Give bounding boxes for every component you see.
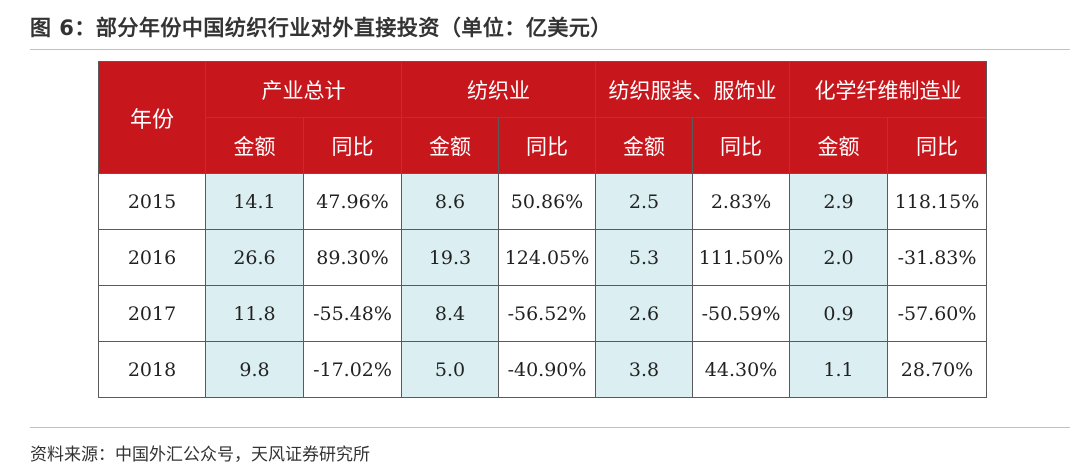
- year-cell: 2016: [98, 229, 206, 286]
- yoy-cell: -17.02%: [303, 341, 402, 398]
- group-header: 化学纤维制造业: [789, 61, 987, 118]
- yoy-cell: -31.83%: [887, 229, 987, 286]
- yoy-cell: 2.83%: [692, 173, 790, 230]
- amount-cell: 14.1: [205, 173, 304, 230]
- amount-cell: 2.9: [789, 173, 888, 230]
- yoy-cell: 44.30%: [692, 341, 790, 398]
- yoy-cell: -55.48%: [303, 285, 402, 342]
- amount-cell: 1.1: [789, 341, 888, 398]
- amount-cell: 2.5: [595, 173, 693, 230]
- sub-header-amount: 金额: [789, 117, 888, 174]
- sub-header-amount: 金额: [595, 117, 693, 174]
- yoy-cell: 28.70%: [887, 341, 987, 398]
- amount-cell: 5.3: [595, 229, 693, 286]
- group-header: 纺织服装、服饰业: [595, 61, 790, 118]
- year-cell: 2017: [98, 285, 206, 342]
- yoy-cell: -57.60%: [887, 285, 987, 342]
- amount-cell: 9.8: [205, 341, 304, 398]
- table-row: 2016 26.6 89.30% 19.3 124.05% 5.3 111.50…: [98, 229, 987, 286]
- table-row: 2015 14.1 47.96% 8.6 50.86% 2.5 2.83% 2.…: [98, 173, 987, 230]
- sub-header-yoy: 同比: [303, 117, 402, 174]
- yoy-cell: 89.30%: [303, 229, 402, 286]
- year-cell: 2018: [98, 341, 206, 398]
- amount-cell: 8.4: [401, 285, 499, 342]
- sub-header-amount: 金额: [401, 117, 499, 174]
- sub-header-amount: 金额: [205, 117, 304, 174]
- amount-cell: 3.8: [595, 341, 693, 398]
- yoy-cell: -50.59%: [692, 285, 790, 342]
- yoy-cell: 118.15%: [887, 173, 987, 230]
- group-header: 产业总计: [205, 61, 402, 118]
- yoy-cell: 47.96%: [303, 173, 402, 230]
- year-cell: 2015: [98, 173, 206, 230]
- table-row: 2017 11.8 -55.48% 8.4 -56.52% 2.6 -50.59…: [98, 285, 987, 342]
- group-header-row: 年份 产业总计 纺织业 纺织服装、服饰业 化学纤维制造业: [98, 61, 987, 174]
- title-divider: [30, 49, 1070, 50]
- amount-cell: 2.6: [595, 285, 693, 342]
- amount-cell: 19.3: [401, 229, 499, 286]
- table-row: 2018 9.8 -17.02% 5.0 -40.90% 3.8 44.30% …: [98, 341, 987, 398]
- yoy-cell: 111.50%: [692, 229, 790, 286]
- sub-header-yoy: 同比: [692, 117, 790, 174]
- source-note: 资料来源：中国外汇公众号，天风证券研究所: [30, 445, 370, 465]
- amount-cell: 26.6: [205, 229, 304, 286]
- yoy-cell: -40.90%: [498, 341, 596, 398]
- sub-header-row: 金额 同比 金额 同比 金额 同比 金额 同比: [99, 117, 987, 174]
- yoy-cell: 50.86%: [498, 173, 596, 230]
- amount-cell: 8.6: [401, 173, 499, 230]
- year-header: 年份: [98, 61, 206, 174]
- figure-title: 图 6：部分年份中国纺织行业对外直接投资（单位：亿美元）: [30, 16, 612, 40]
- yoy-cell: -56.52%: [498, 285, 596, 342]
- investment-table: 年份 产业总计 纺织业 纺织服装、服饰业 化学纤维制造业 金额 同比 金额 同比…: [98, 61, 987, 398]
- amount-cell: 5.0: [401, 341, 499, 398]
- sub-header-yoy: 同比: [498, 117, 596, 174]
- group-header: 纺织业: [401, 61, 596, 118]
- amount-cell: 2.0: [789, 229, 888, 286]
- amount-cell: 11.8: [205, 285, 304, 342]
- amount-cell: 0.9: [789, 285, 888, 342]
- source-divider: [30, 427, 1070, 428]
- yoy-cell: 124.05%: [498, 229, 596, 286]
- sub-header-yoy: 同比: [887, 117, 987, 174]
